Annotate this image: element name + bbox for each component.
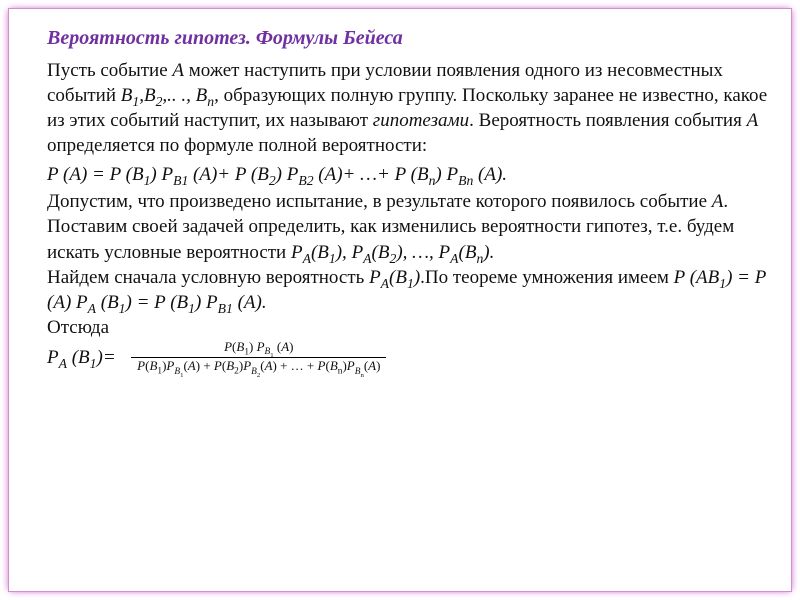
paragraph-2: Допустим, что произведено испытание, в р… <box>47 189 771 264</box>
event-A-2: A <box>747 110 759 131</box>
paragraph-3: Найдем сначала условную вероятность PA(B… <box>47 265 771 315</box>
text-p3a: Найдем сначала условную вероятность <box>47 267 369 288</box>
cond-prob-list: PA(B1), PA(B2), …, PA(Bn). <box>291 242 494 263</box>
text-p1a: Пусть событие <box>47 60 172 81</box>
text-p3b: .По теореме умножения имеем <box>420 267 674 288</box>
total-probability-formula: P (A) = P (B1) PB1 (A)+ P (B2) PB2 (A)+ … <box>47 162 771 187</box>
frac-label: PA (B1)= <box>47 345 125 370</box>
cond-prob-b1: PA(B1) <box>369 267 420 288</box>
frac-numerator: P(B1) PB1 (A) <box>131 340 386 357</box>
slide-frame: Вероятность гипотез. Формулы Бейеса Пуст… <box>8 8 792 592</box>
bayes-fraction-row: PA (B1)= P(B1) PB1 (A) P(B1)PB1(A) + P(B… <box>47 340 386 376</box>
paragraph-4: Отсюда <box>47 315 771 340</box>
event-A-3: A <box>712 191 724 212</box>
event-A: A <box>172 60 184 81</box>
paragraph-1: Пусть событие A может наступить при усло… <box>47 58 771 158</box>
text-p1f: определяется по формуле полной вероятнос… <box>47 135 427 156</box>
frac-denominator: P(B1)PB1(A) + P(B2)PB2(A) + … + P(Bn)PBn… <box>131 357 386 375</box>
slide-title: Вероятность гипотез. Формулы Бейеса <box>47 27 771 50</box>
text-p2a: Допустим, что произведено испытание, в р… <box>47 191 712 212</box>
bayes-fraction: P(B1) PB1 (A) P(B1)PB1(A) + P(B2)PB2(A) … <box>131 340 386 376</box>
hypotheses-word: гипотезами <box>373 110 469 131</box>
slide-body: Пусть событие A может наступить при усло… <box>47 58 771 376</box>
text-p1d: . Вероятность появления события <box>469 110 746 131</box>
events-B-list: B1,B2,.. ., Bn, <box>121 85 219 106</box>
